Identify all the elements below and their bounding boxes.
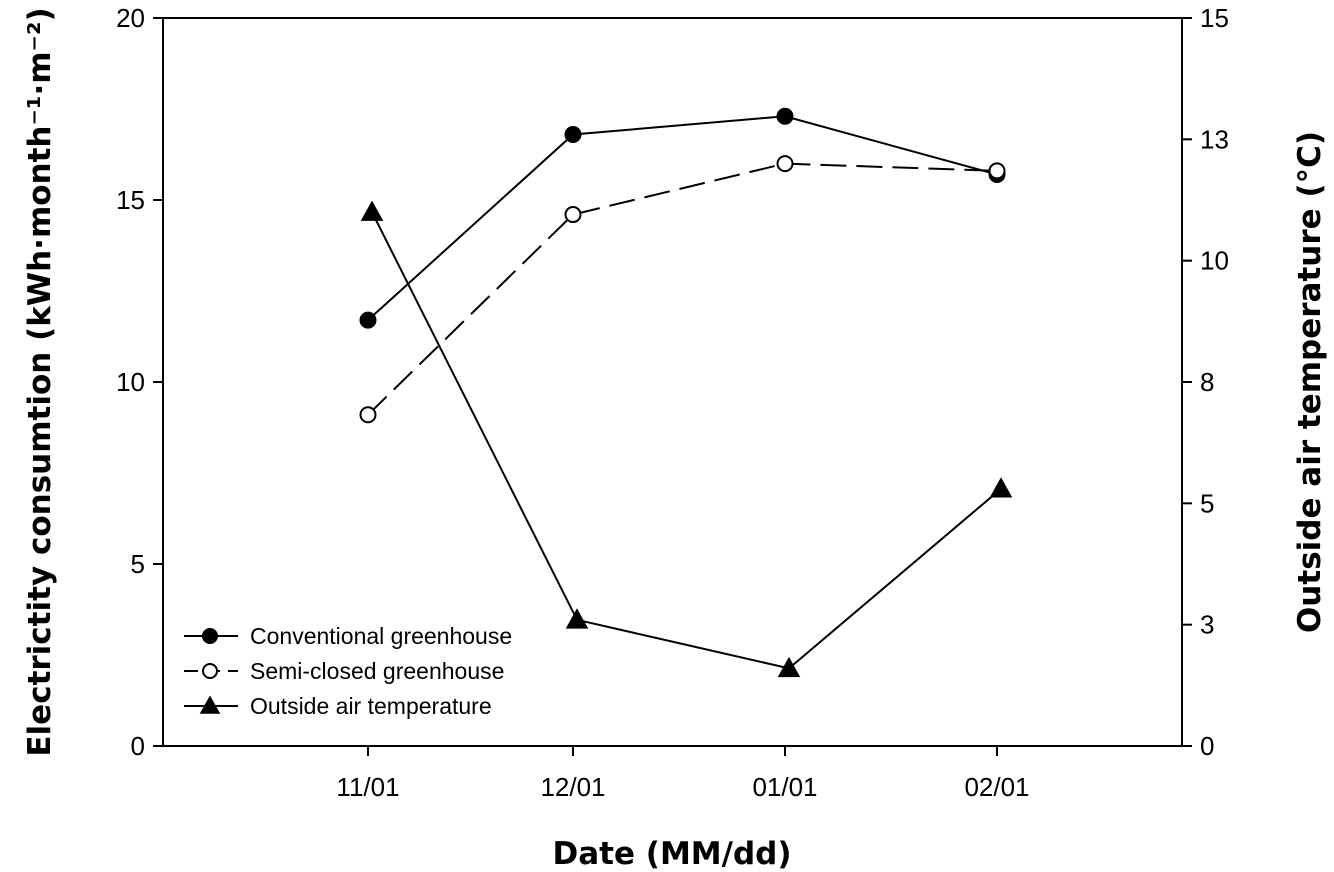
legend-label-semi-closed: Semi-closed greenhouse — [250, 658, 504, 684]
x-axis-ticks: 11/01 12/01 01/01 02/01 — [336, 746, 1030, 802]
right-tick-label: 10 — [1200, 246, 1229, 276]
series-line-1 — [367, 162, 998, 416]
left-tick-label: 20 — [116, 3, 145, 33]
legend-label-conventional: Conventional greenhouse — [250, 623, 512, 649]
right-axis-title: Outside air temperature (°C) — [1292, 131, 1328, 633]
legend-label-temperature: Outside air temperature — [250, 693, 492, 719]
semi-closed-point — [564, 206, 582, 224]
right-tick-label: 13 — [1200, 124, 1229, 154]
semi-closed-point — [776, 155, 794, 173]
semi-closed-point — [988, 162, 1006, 180]
legend-marker-semi-closed — [202, 663, 218, 679]
right-tick-label: 15 — [1200, 3, 1229, 33]
x-tick-label: 01/01 — [752, 772, 817, 802]
left-tick-label: 15 — [116, 185, 145, 215]
series-layer — [359, 107, 1013, 678]
right-tick-label: 0 — [1200, 731, 1214, 761]
x-tick-label: 11/01 — [336, 772, 399, 802]
right-tick-label: 3 — [1200, 610, 1214, 640]
left-axis-title: Electrictity consumtion (kWh·month⁻¹·m⁻²… — [22, 7, 58, 756]
x-tick-label: 12/01 — [540, 772, 605, 802]
temperature-point — [777, 656, 801, 678]
legend-marker-temperature — [199, 695, 221, 714]
semi-closed-point — [359, 406, 377, 424]
left-tick-label: 10 — [116, 367, 145, 397]
conventional-point — [776, 107, 794, 125]
legend: Conventional greenhouse Semi-closed gree… — [184, 623, 512, 719]
temperature-point — [565, 608, 589, 629]
right-axis-ticks: 0 3 5 8 10 13 15 — [1182, 3, 1229, 761]
right-tick-label: 8 — [1200, 367, 1214, 397]
legend-marker-conventional — [202, 628, 218, 644]
series-line-2 — [371, 211, 1002, 670]
left-tick-label: 0 — [131, 731, 145, 761]
conventional-point — [359, 311, 377, 329]
x-axis-title: Date (MM/dd) — [552, 836, 791, 872]
left-tick-label: 5 — [131, 549, 145, 579]
conventional-point — [564, 125, 582, 143]
temperature-point — [360, 200, 384, 221]
temperature-point — [989, 477, 1013, 498]
series-line-0 — [367, 115, 998, 321]
left-axis-ticks: 0 5 10 15 20 — [116, 3, 163, 761]
x-tick-label: 02/01 — [964, 772, 1029, 802]
right-tick-label: 5 — [1200, 488, 1214, 518]
